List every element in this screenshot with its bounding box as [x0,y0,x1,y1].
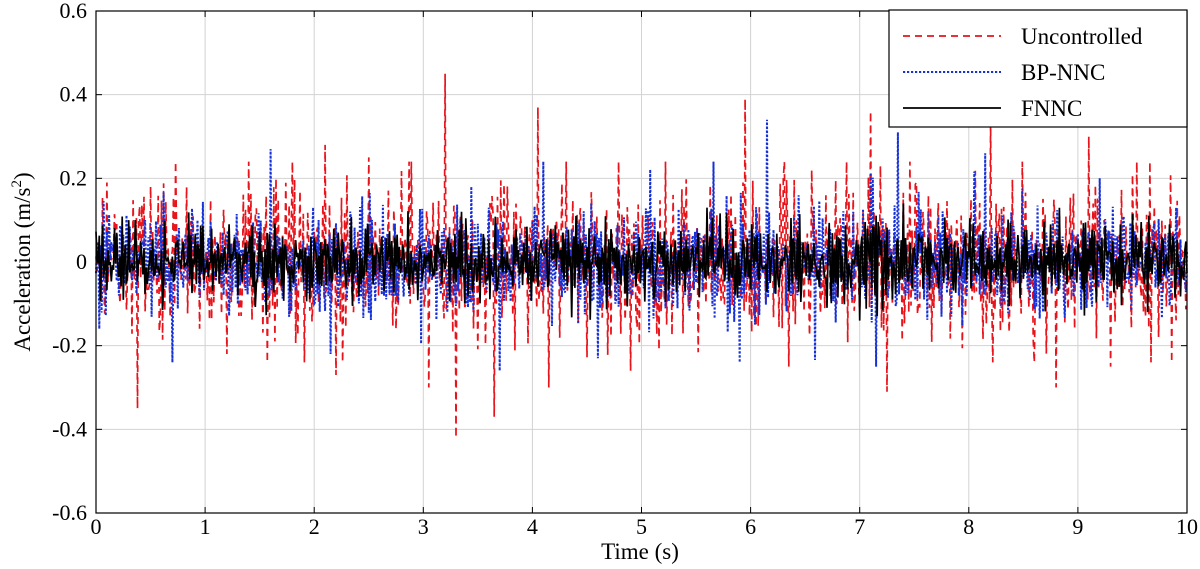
y-axis-title: Acceleration (m/s2) [9,172,35,351]
x-tick-label: 7 [854,514,865,539]
y-tick-label: 0.4 [60,82,88,107]
x-tick-label: 4 [527,514,538,539]
x-tick-label: 6 [745,514,756,539]
y-axis-title-sup: 2 [9,180,25,188]
x-tick-label: 8 [963,514,974,539]
x-tick-label: 9 [1072,514,1083,539]
y-tick-label: -0.6 [52,500,87,525]
legend-label: FNNC [1021,96,1082,121]
y-tick-label: 0.2 [60,165,88,190]
y-tick-label: 0.6 [60,0,88,23]
legend-label: Uncontrolled [1021,24,1143,49]
x-tick-label: 2 [309,514,320,539]
legend: Uncontrolled BP-NNC FNNC [888,9,1188,128]
y-axis-title-main: Acceleration (m/s [10,187,35,351]
y-tick-label: 0 [76,249,87,274]
x-tick-label: 3 [418,514,429,539]
x-tick-labels: 0 1 2 3 4 5 6 7 8 9 10 [91,514,1199,539]
y-tick-label: -0.4 [52,416,87,441]
y-tick-label: -0.2 [52,333,87,358]
legend-label: BP-NNC [1021,60,1105,85]
series-line-fnnc [95,203,1188,321]
x-tick-label: 10 [1176,514,1198,539]
x-axis-title: Time (s) [601,539,679,564]
y-axis-title-close: ) [10,172,35,180]
x-tick-label: 1 [200,514,211,539]
series-layer [95,73,1188,438]
x-tick-label: 0 [91,514,102,539]
x-tick-label: 5 [636,514,647,539]
y-tick-labels: -0.6 -0.4 -0.2 0 0.2 0.4 0.6 [52,0,87,525]
